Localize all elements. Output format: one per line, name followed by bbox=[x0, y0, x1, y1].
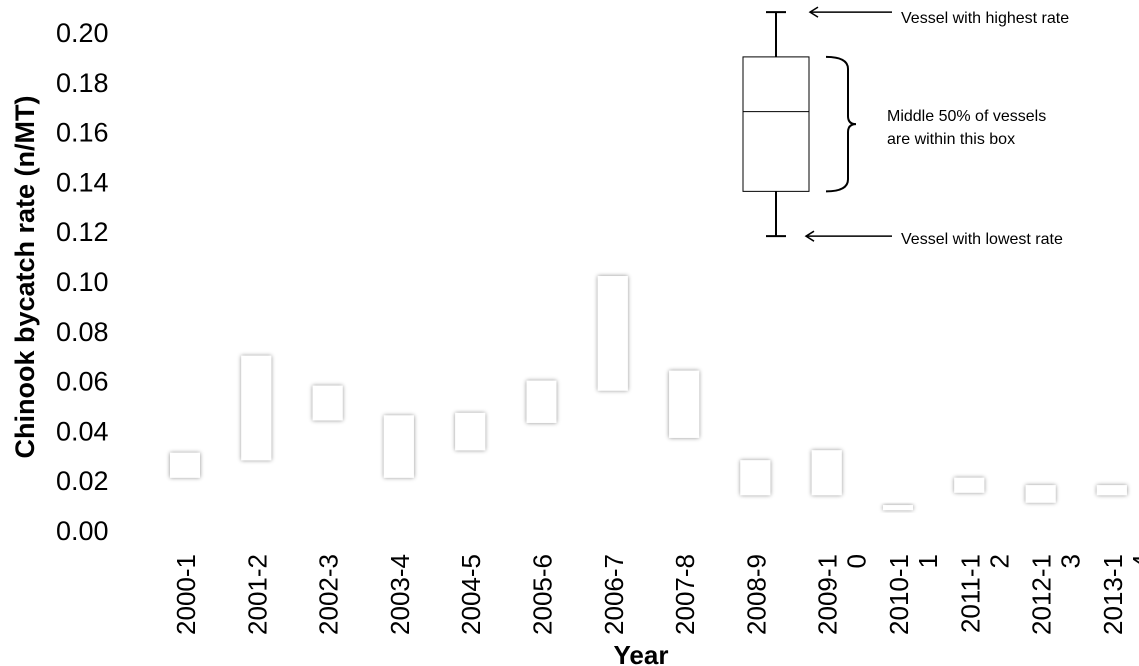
box-iqr bbox=[669, 370, 700, 438]
box-iqr bbox=[1025, 485, 1056, 503]
x-axis: 2000-1 2001-2 2002-3 2003-4 2004-5 2005-6 2006… bbox=[171, 554, 1139, 635]
box-group bbox=[669, 337, 700, 481]
x-tick-label: 2000-1 bbox=[171, 554, 201, 635]
y-tick-label: 0.02 bbox=[56, 466, 109, 496]
box-iqr bbox=[170, 452, 200, 478]
x-tick-label: 2006-7 bbox=[599, 554, 629, 635]
x-axis-label: Year bbox=[614, 640, 669, 666]
x-tick-label: 2007-8 bbox=[670, 554, 700, 635]
x-tick-label: 2 bbox=[984, 554, 1014, 568]
box-group bbox=[597, 51, 628, 429]
x-tick-label: 2004-5 bbox=[456, 554, 486, 635]
box-iqr bbox=[740, 460, 771, 496]
x-tick-label: 2013-1 bbox=[1098, 554, 1128, 635]
box-group bbox=[954, 424, 985, 521]
box-iqr bbox=[383, 415, 414, 478]
box-group bbox=[241, 170, 272, 491]
x-tick-label: 1 bbox=[913, 554, 943, 568]
x-tick-label: 2001-2 bbox=[242, 554, 272, 635]
y-tick-label: 0.18 bbox=[56, 68, 109, 98]
y-tick-label: 0.06 bbox=[56, 367, 109, 397]
box-series bbox=[170, 51, 1127, 526]
x-tick-label: 2002-3 bbox=[314, 554, 344, 635]
y-tick-label: 0.16 bbox=[56, 118, 109, 148]
box-iqr bbox=[811, 450, 842, 496]
legend-highest-label: Vessel with highest rate bbox=[901, 10, 1069, 27]
box-group bbox=[526, 350, 557, 454]
x-tick-label: 2003-4 bbox=[385, 554, 415, 635]
x-tick-label: 2008-9 bbox=[741, 554, 771, 635]
x-tick-label: 4 bbox=[1127, 554, 1139, 568]
box-group bbox=[1025, 434, 1056, 514]
y-axis: 0.00 0.02 0.04 0.06 0.08 0.10 0.12 0.14 0.16 0.18… bbox=[56, 18, 109, 546]
y-axis-label: Chinook bycatch rate (n/MT) bbox=[10, 95, 40, 458]
box-iqr bbox=[597, 276, 628, 391]
legend-explainer: Vessel with highest rate Vessel with low… bbox=[742, 6, 1069, 248]
x-tick-label: 2005-6 bbox=[528, 554, 558, 635]
box-group bbox=[1096, 477, 1127, 514]
legend-lowest-arrowhead bbox=[804, 230, 815, 242]
x-tick-label: 2009-1 bbox=[813, 554, 843, 635]
y-tick-label: 0.00 bbox=[56, 516, 109, 546]
box-iqr bbox=[954, 477, 985, 493]
y-tick-label: 0.14 bbox=[56, 167, 109, 197]
legend-bracket bbox=[825, 55, 857, 193]
x-tick-label: 2011-1 bbox=[955, 554, 985, 633]
box-group bbox=[883, 467, 913, 514]
x-tick-label: 0 bbox=[842, 554, 872, 568]
y-tick-label: 0.12 bbox=[56, 217, 109, 247]
y-tick-label: 0.20 bbox=[56, 18, 109, 48]
box-group bbox=[170, 367, 200, 504]
box-iqr bbox=[1096, 485, 1127, 496]
box-iqr bbox=[526, 380, 557, 423]
legend-lowest-label: Vessel with lowest rate bbox=[901, 231, 1063, 248]
legend-box-label-line2: are within this box bbox=[887, 131, 1015, 148]
x-tick-label: 3 bbox=[1056, 554, 1086, 568]
legend-example-box bbox=[742, 56, 810, 192]
box-iqr bbox=[455, 412, 486, 451]
legend-highest-arrowhead bbox=[808, 6, 819, 18]
legend-box-label-line1: Middle 50% of vessels bbox=[887, 108, 1046, 125]
y-tick-label: 0.08 bbox=[56, 317, 109, 347]
box-group bbox=[740, 392, 771, 526]
x-tick-label: 2012-1 bbox=[1027, 554, 1057, 635]
box-group bbox=[811, 395, 842, 516]
y-tick-label: 0.10 bbox=[56, 267, 109, 297]
box-iqr bbox=[241, 355, 272, 461]
box-group bbox=[455, 360, 486, 471]
box-iqr bbox=[312, 385, 343, 421]
x-tick-label: 2010-1 bbox=[884, 554, 914, 635]
box-group bbox=[312, 287, 343, 456]
y-tick-label: 0.04 bbox=[56, 416, 109, 446]
box-group bbox=[383, 305, 414, 494]
